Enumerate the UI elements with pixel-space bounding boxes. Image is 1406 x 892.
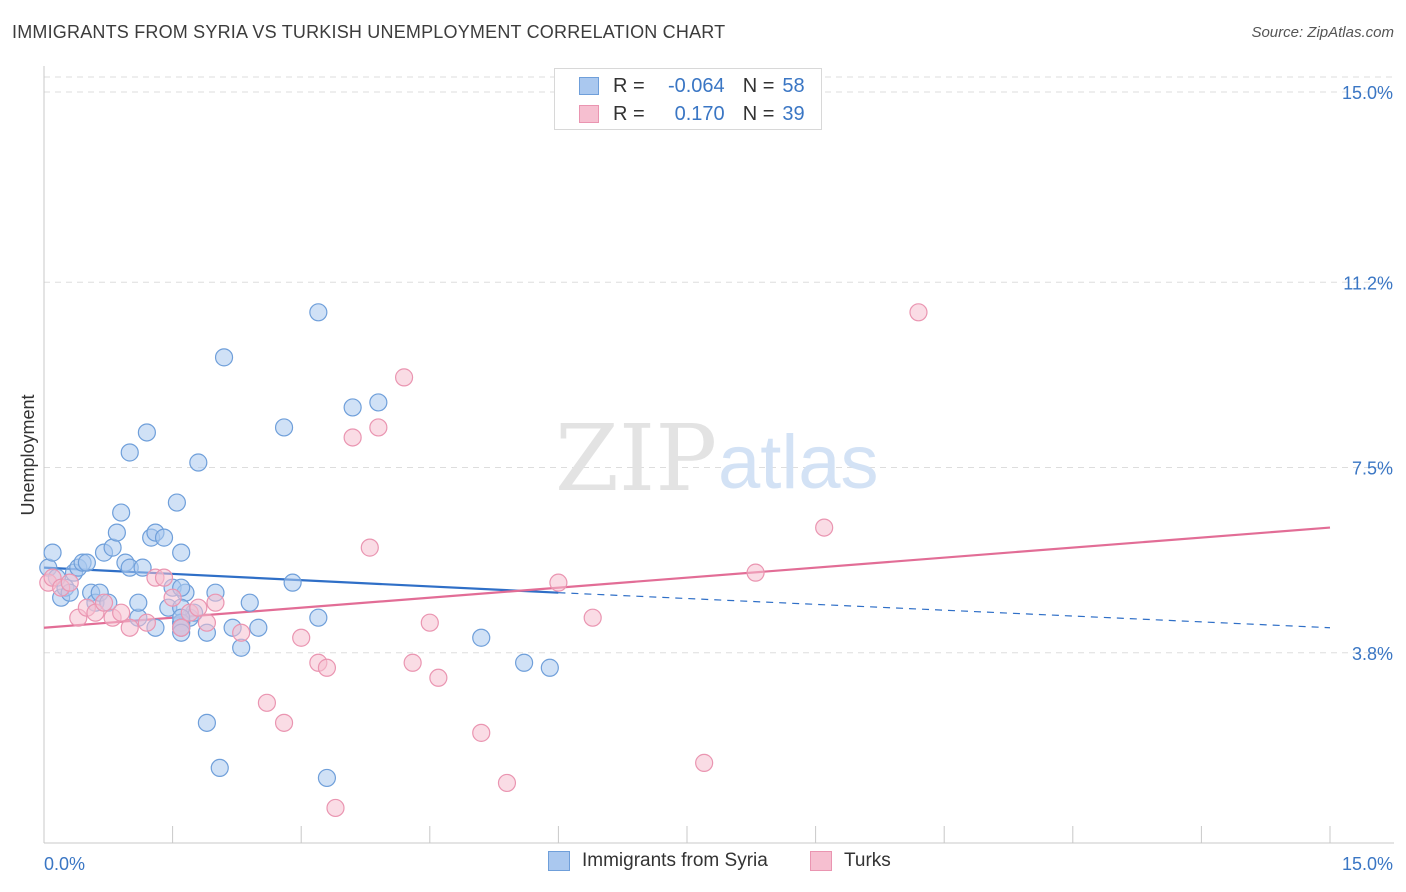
turks-legend-swatch [810, 851, 832, 871]
turks-point [429, 668, 448, 687]
r-value: -0.064 [667, 74, 725, 97]
turks-point [257, 693, 277, 712]
turks-point [369, 418, 388, 437]
turks-point [343, 428, 362, 447]
n-label: N = [742, 74, 775, 97]
syria-point [249, 618, 268, 637]
y-axis-label: Unemployment [18, 394, 38, 515]
turks-point [172, 618, 191, 637]
turks-point [909, 303, 928, 322]
turks-point [120, 618, 139, 637]
turks-point [583, 608, 602, 627]
turks-point [815, 518, 834, 537]
y-tick-label: 11.2% [1343, 273, 1393, 293]
turks-point [206, 593, 225, 612]
syria-point [77, 553, 96, 572]
watermark-atlas: atlas [718, 420, 879, 505]
turks-point [197, 613, 216, 632]
stats-row-turks: R = 0.170 N = 39 [579, 100, 805, 128]
syria-point [274, 418, 294, 437]
syria-point [283, 573, 302, 592]
trend-layer [43, 526, 1331, 629]
syria-swatch [579, 77, 599, 95]
n-value: 58 [782, 74, 805, 97]
chart-title: IMMIGRANTS FROM SYRIA VS TURKISH UNEMPLO… [12, 22, 726, 42]
turks-point [232, 623, 251, 642]
turks-point [317, 658, 337, 677]
r-value: 0.170 [674, 102, 725, 125]
turks-point [94, 593, 114, 612]
x-tick-label: 0.0% [44, 854, 85, 874]
syria-point [107, 523, 126, 542]
y-tick-label: 3.8% [1352, 644, 1393, 664]
y-tick-label: 7.5% [1352, 459, 1393, 479]
syria-trend-extension [558, 592, 1331, 629]
n-value: 39 [782, 102, 805, 125]
bottom-legend: Immigrants from Syria Turks [0, 850, 1406, 878]
points-layer [39, 303, 928, 818]
syria-point [197, 713, 216, 732]
turks-point [394, 368, 414, 387]
syria-point [540, 658, 559, 677]
turks-point [472, 723, 491, 742]
turks-point [274, 713, 294, 732]
r-label: R = [613, 74, 645, 97]
syria-point [137, 423, 156, 442]
turks-point [112, 603, 131, 622]
syria-point [129, 593, 148, 612]
syria-legend-swatch [548, 851, 570, 871]
turks-point [695, 753, 714, 772]
turks-point [60, 573, 79, 592]
turks-point [137, 613, 156, 632]
r-label: R = [613, 102, 645, 125]
turks-swatch [579, 105, 599, 123]
turks-point [549, 573, 568, 592]
turks-point [326, 798, 345, 818]
syria-point [343, 398, 362, 417]
turks-point [746, 563, 765, 582]
syria-point [154, 528, 174, 547]
syria-point [240, 593, 259, 612]
x-tick-label: 15.0% [1342, 854, 1393, 874]
n-label: N = [742, 102, 775, 125]
turks-point [420, 613, 439, 632]
stats-legend: R = -0.064 N = 58 R = 0.170 N = 39 [554, 68, 822, 130]
turks-point [189, 598, 208, 617]
legend-label: Turks [844, 850, 891, 871]
syria-point [103, 538, 122, 557]
syria-point [189, 453, 208, 472]
source-label: Source: ZipAtlas.com [1251, 24, 1394, 41]
syria-point [43, 543, 62, 562]
syria-point [309, 608, 328, 627]
turks-point [292, 628, 311, 647]
legend-label: Immigrants from Syria [582, 850, 768, 871]
syria-point [120, 443, 139, 462]
syria-point [317, 768, 337, 788]
axes-layer: 3.8% 7.5% 11.2% 15.0% 0.0% 15.0% [43, 66, 1394, 874]
syria-point [172, 543, 191, 562]
turks-point [154, 568, 174, 587]
syria-point [515, 653, 534, 672]
syria-point [214, 348, 234, 367]
turks-point [360, 538, 379, 557]
syria-point [369, 393, 388, 412]
syria-point [133, 558, 152, 577]
syria-point [167, 493, 186, 512]
y-tick-label: 15.0% [1342, 83, 1393, 103]
watermark-zip: ZIP [555, 405, 717, 512]
syria-point [309, 303, 328, 322]
syria-point [472, 628, 491, 647]
turks-point [497, 773, 517, 793]
stats-row-syria: R = -0.064 N = 58 [579, 72, 805, 100]
turks-trend-line [43, 526, 1331, 629]
legend-item-turks[interactable]: Turks [810, 850, 891, 872]
grid-layer [44, 76, 1394, 654]
turks-point [403, 653, 422, 672]
syria-point [210, 758, 229, 778]
watermark: ZIP atlas [555, 405, 879, 512]
syria-point [112, 503, 131, 522]
turks-point [163, 588, 182, 607]
legend-item-syria[interactable]: Immigrants from Syria [548, 850, 768, 872]
